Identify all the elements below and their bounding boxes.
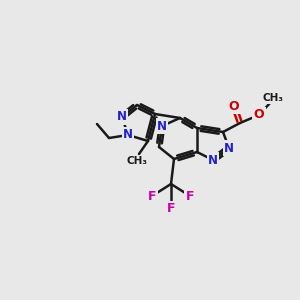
Text: N: N [123,128,133,142]
Text: N: N [208,154,218,166]
Text: F: F [148,190,156,202]
Text: CH₃: CH₃ [262,93,284,103]
Text: O: O [229,100,239,112]
Text: F: F [167,202,175,215]
Text: F: F [186,190,194,202]
Text: CH₃: CH₃ [127,156,148,166]
Text: N: N [224,142,234,154]
Text: N: N [117,110,127,124]
Text: O: O [254,109,264,122]
Text: N: N [157,119,167,133]
